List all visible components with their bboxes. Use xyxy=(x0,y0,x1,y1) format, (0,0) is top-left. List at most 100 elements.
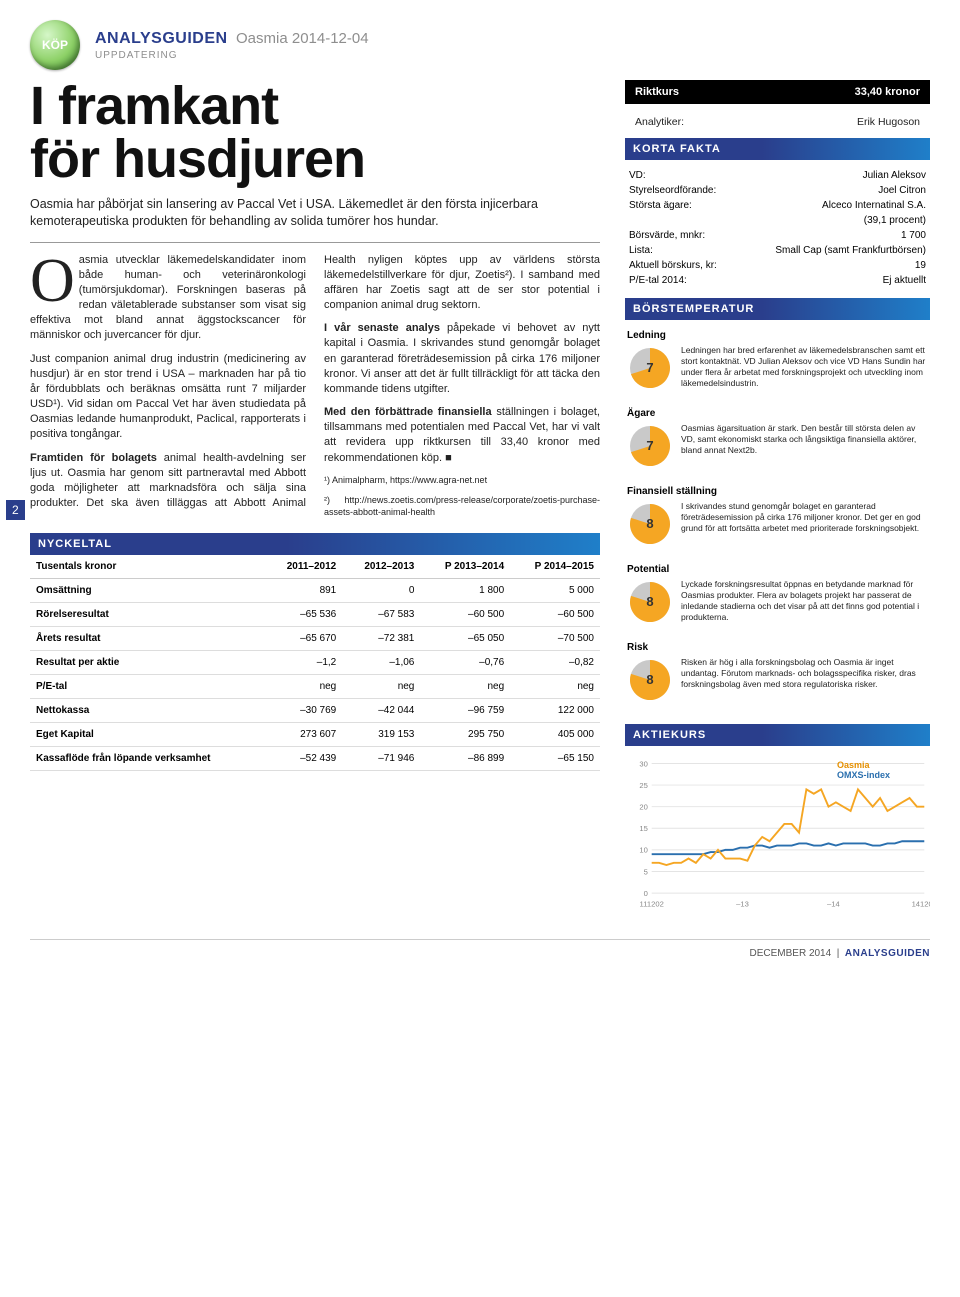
borstemp-list: Ledning 7 Ledningen har bred erfarenhet … xyxy=(625,320,930,724)
table-cell: 405 000 xyxy=(510,722,600,746)
table-header: 2012–2013 xyxy=(342,555,420,579)
table-cell: –65 536 xyxy=(265,602,342,626)
score-pie: 7 xyxy=(627,423,673,474)
svg-text:5: 5 xyxy=(644,867,648,876)
fakta-row: Styrelseordförande:Joel Citron xyxy=(629,183,926,198)
svg-text:20: 20 xyxy=(639,803,647,812)
korta-fakta-list: VD: Julian AleksovStyrelseordförande:Joel… xyxy=(625,160,930,298)
borstemp-desc: I skrivandes stund genomgår bolaget en g… xyxy=(681,501,928,534)
table-row: Kassaflöde från löpande verksamhet–52 43… xyxy=(30,746,600,770)
table-cell: –86 899 xyxy=(420,746,510,770)
table-cell: –67 583 xyxy=(342,602,420,626)
series-title: ANALYSGUIDEN xyxy=(95,30,228,47)
svg-text:8: 8 xyxy=(646,516,653,531)
borstemp-desc: Risken är hög i alla forskningsbolag och… xyxy=(681,657,928,690)
svg-text:7: 7 xyxy=(646,438,653,453)
svg-text:8: 8 xyxy=(646,594,653,609)
table-cell: –1,06 xyxy=(342,650,420,674)
fakta-row: Största ägare:Alceco Internatinal S.A. xyxy=(629,198,926,213)
svg-text:10: 10 xyxy=(639,846,647,855)
page-footer: DECEMBER 2014 | ANALYSGUIDEN xyxy=(30,939,930,959)
body-p4-lead: I vår senaste analys xyxy=(324,322,440,334)
aktiekurs-title: AKTIEKURS xyxy=(625,724,930,746)
svg-text:7: 7 xyxy=(646,360,653,375)
nyckeltal-table: Tusentals kronor2011–20122012–2013P 2013… xyxy=(30,555,600,771)
title-line1: I framkant xyxy=(30,76,278,136)
table-cell: –60 500 xyxy=(510,602,600,626)
borstemp-label: Finansiell ställning xyxy=(627,486,928,497)
table-row: Resultat per aktie–1,2–1,06–0,76–0,82 xyxy=(30,650,600,674)
korta-fakta-title: KORTA FAKTA xyxy=(625,138,930,160)
table-row: Årets resultat–65 670–72 381–65 050–70 5… xyxy=(30,626,600,650)
page-number: 2 xyxy=(6,500,25,520)
table-row: Rörelseresultat–65 536–67 583–60 500–60 … xyxy=(30,602,600,626)
table-cell: –60 500 xyxy=(420,602,510,626)
table-cell: –71 946 xyxy=(342,746,420,770)
series-subject: Oasmia 2014-12-04 xyxy=(236,30,369,47)
analyst-row: Analytiker: Erik Hugoson xyxy=(625,112,930,138)
table-cell: –65 150 xyxy=(510,746,600,770)
table-cell: –1,2 xyxy=(265,650,342,674)
table-cell: Årets resultat xyxy=(30,626,265,650)
borstemp-row: 7 Oasmias ägarsituation är stark. Den be… xyxy=(627,423,928,474)
table-cell: 122 000 xyxy=(510,698,600,722)
borstemp-desc: Lyckade forskningsresultat öppnas en bet… xyxy=(681,579,928,623)
table-cell: Resultat per aktie xyxy=(30,650,265,674)
table-cell: –0,76 xyxy=(420,650,510,674)
table-header: P 2013–2014 xyxy=(420,555,510,579)
svg-text:–13: –13 xyxy=(736,899,749,908)
recommendation-badge: KÖP xyxy=(30,20,80,70)
table-cell: neg xyxy=(342,674,420,698)
table-cell: Rörelseresultat xyxy=(30,602,265,626)
article-title: I framkant för husdjuren xyxy=(30,80,600,186)
body-p2: Just companion animal drug industrin (me… xyxy=(30,352,306,443)
fakta-value: Julian Aleksov xyxy=(863,168,926,183)
svg-text:0: 0 xyxy=(644,889,648,898)
table-row: Nettokassa–30 769–42 044–96 759122 000 xyxy=(30,698,600,722)
fakta-value: 1 700 xyxy=(901,228,926,243)
nyckeltal-title: NYCKELTAL xyxy=(30,533,600,555)
table-cell: –65 670 xyxy=(265,626,342,650)
riktkurs-value: 33,40 kronor xyxy=(855,86,920,98)
score-pie: 8 xyxy=(627,579,673,630)
table-cell: 1 800 xyxy=(420,578,510,602)
table-cell: –72 381 xyxy=(342,626,420,650)
table-cell: 295 750 xyxy=(420,722,510,746)
table-header: 2011–2012 xyxy=(265,555,342,579)
nyckeltal-section: NYCKELTAL Tusentals kronor2011–20122012–… xyxy=(30,533,600,771)
page-header: KÖP ANALYSGUIDEN Oasmia 2014-12-04 UPPDA… xyxy=(30,20,930,70)
fakta-key: Största ägare: xyxy=(629,198,692,213)
table-cell: neg xyxy=(420,674,510,698)
article-body: Oasmia utvecklar läkemedelskandidater in… xyxy=(30,253,600,519)
table-cell: Eget Kapital xyxy=(30,722,265,746)
chart-legend: Oasmia OMXS-index xyxy=(837,760,890,780)
dropcap: O xyxy=(30,253,79,307)
edition-label: UPPDATERING xyxy=(95,50,369,61)
fakta-key: VD: xyxy=(629,168,646,183)
table-cell: –42 044 xyxy=(342,698,420,722)
fakta-value: 19 xyxy=(915,258,926,273)
table-cell: 5 000 xyxy=(510,578,600,602)
table-row: Eget Kapital273 607319 153295 750405 000 xyxy=(30,722,600,746)
title-line2: för husdjuren xyxy=(30,129,365,189)
table-cell: Kassaflöde från löpande verksamhet xyxy=(30,746,265,770)
table-cell: –65 050 xyxy=(420,626,510,650)
table-cell: 273 607 xyxy=(265,722,342,746)
table-row: P/E-talnegnegnegneg xyxy=(30,674,600,698)
score-pie: 7 xyxy=(627,345,673,396)
fakta-row: (39,1 procent) xyxy=(629,213,926,228)
fakta-row: Lista:Small Cap (samt Frankfurtbörsen) xyxy=(629,243,926,258)
borstemp-label: Ägare xyxy=(627,408,928,419)
table-cell: neg xyxy=(265,674,342,698)
table-row: Omsättning89101 8005 000 xyxy=(30,578,600,602)
svg-text:15: 15 xyxy=(639,824,647,833)
table-cell: P/E-tal xyxy=(30,674,265,698)
table-cell: –96 759 xyxy=(420,698,510,722)
article-lede: Oasmia har påbörjat sin lansering av Pac… xyxy=(30,196,600,243)
table-cell: 891 xyxy=(265,578,342,602)
borstemp-label: Potential xyxy=(627,564,928,575)
analyst-name: Erik Hugoson xyxy=(857,116,920,128)
svg-text:141202: 141202 xyxy=(912,899,930,908)
table-cell: –52 439 xyxy=(265,746,342,770)
table-cell: Nettokassa xyxy=(30,698,265,722)
